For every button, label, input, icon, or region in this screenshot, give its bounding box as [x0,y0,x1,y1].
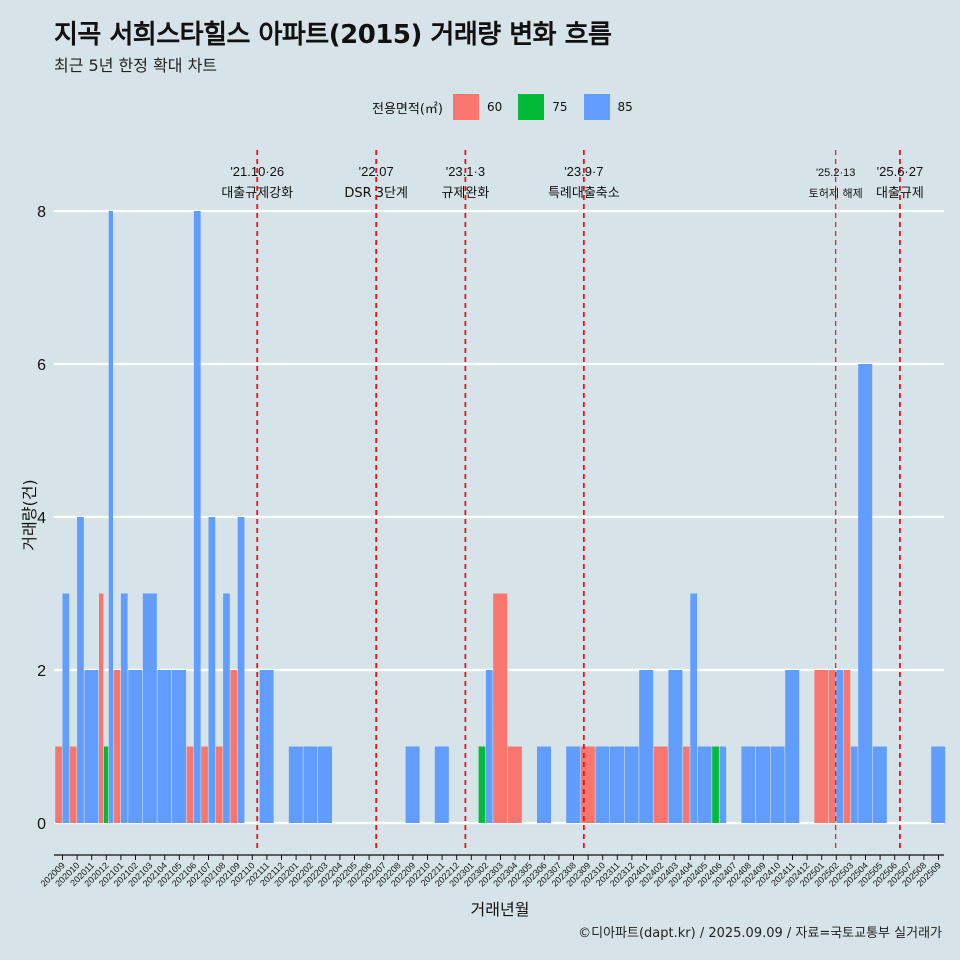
bar-202107-85 [208,517,216,823]
bar-202401-85 [639,670,654,823]
bar-202509-85 [931,746,946,823]
event-date-label: '25.2·13 [816,167,855,179]
bar-202103-85 [142,593,157,823]
event-date-label: '23.9·7 [564,164,603,179]
bar-202104-85 [157,670,172,823]
bar-202108-85 [223,593,230,823]
legend-swatch-85 [583,94,610,120]
bar-202408-85 [741,746,756,823]
bar-202105-85 [172,670,186,823]
bar-202404-60 [683,746,690,823]
bar-202309-60 [580,746,595,823]
source-caption: ©디아파트(dapt.kr) / 2025.09.09 / 자료=국토교통부 실… [578,926,942,941]
bar-202106-85 [193,211,201,823]
legend-item-85: 85 [583,94,643,120]
y-tick-label: 4 [37,510,46,527]
legend: 전용면적(㎡) 60 75 85 [372,92,649,122]
bar-202102-85 [128,670,143,823]
chart-title: 지곡 서희스타힐스 아파트(2015) 거래량 변화 흐름 [54,20,612,50]
x-axis-title: 거래년월 [470,900,530,919]
bar-202010-85 [77,517,84,823]
legend-item-60: 60 [452,94,512,120]
bar-202304-60 [507,746,522,823]
legend-label-85: 85 [617,100,633,114]
bar-202310-85 [595,746,610,823]
y-tick-label: 2 [37,663,46,680]
event-name-label: 특례대출축소 [548,186,620,201]
bar-202107-60 [201,746,208,823]
bar-202403-85 [668,670,683,823]
y-tick-label: 0 [37,816,46,833]
bar-202406-85 [719,746,727,823]
y-tick-label: 8 [37,204,46,221]
bar-202211-85 [434,746,449,823]
bar-202011-85 [84,670,99,823]
bar-202503-85 [850,746,858,823]
bar-202402-60 [653,746,668,823]
event-date-label: '25.6·27 [877,164,924,179]
bar-202410-85 [770,746,785,823]
bar-202502-60 [829,670,836,823]
legend-label-60: 60 [486,100,503,114]
legend-item-75: 75 [518,94,577,120]
bar-202209-85 [405,746,420,823]
bar-202308-85 [566,746,581,823]
bar-202501-60 [814,670,829,823]
bar-202201-85 [288,746,303,823]
y-axis-title: 거래량(건) [20,479,39,551]
bar-202302-75 [478,746,486,823]
bar-202303-60 [493,593,508,823]
bar-202108-60 [215,746,223,823]
bar-202203-85 [318,746,332,823]
bar-202505-85 [872,746,887,823]
bar-202502-85 [836,670,843,823]
bar-202111-85 [259,670,274,823]
bar-202306-85 [537,746,551,823]
bar-202503-60 [843,670,851,823]
bar-202411-85 [785,670,800,823]
bar-202202-85 [303,746,318,823]
bar-202010-60 [69,746,77,823]
legend-swatch-75 [518,94,545,120]
bar-202009-60 [55,746,62,823]
event-name-label: 대출규제 [876,186,924,201]
bar-202311-85 [610,746,624,823]
event-date-label: '23.1·3 [446,164,485,179]
bar-202404-85 [690,593,697,823]
event-name-label: 토허제 해제 [809,186,863,200]
bar-202101-60 [113,670,121,823]
bar-202409-85 [756,746,770,823]
bar-202109-85 [237,517,245,823]
bar-202405-85 [697,746,712,823]
y-tick-label: 6 [37,357,46,374]
bar-202012-85 [108,211,113,823]
chart-subtitle: 최근 5년 한정 확대 차트 [54,56,218,75]
event-date-label: '21.10·26 [230,164,284,179]
legend-swatch-60 [452,94,479,120]
event-name-label: DSR 3단계 [344,186,408,201]
bar-202106-60 [186,746,194,823]
bar-202009-85 [62,593,70,823]
bar-202012-60 [99,593,104,823]
event-date-label: '22.07 [359,164,394,179]
legend-title: 전용면적(㎡) [372,101,443,117]
bar-202312-85 [624,746,639,823]
bar-202406-75 [712,746,719,823]
bar-202504-85 [858,364,873,823]
bar-202101-85 [120,593,128,823]
bar-202302-85 [485,670,493,823]
bar-202109-60 [230,670,238,823]
bar-202012-75 [103,746,109,823]
legend-label-75: 75 [552,100,568,114]
event-name-label: 규제완화 [441,186,489,201]
event-name-label: 대출규제강화 [221,186,293,201]
